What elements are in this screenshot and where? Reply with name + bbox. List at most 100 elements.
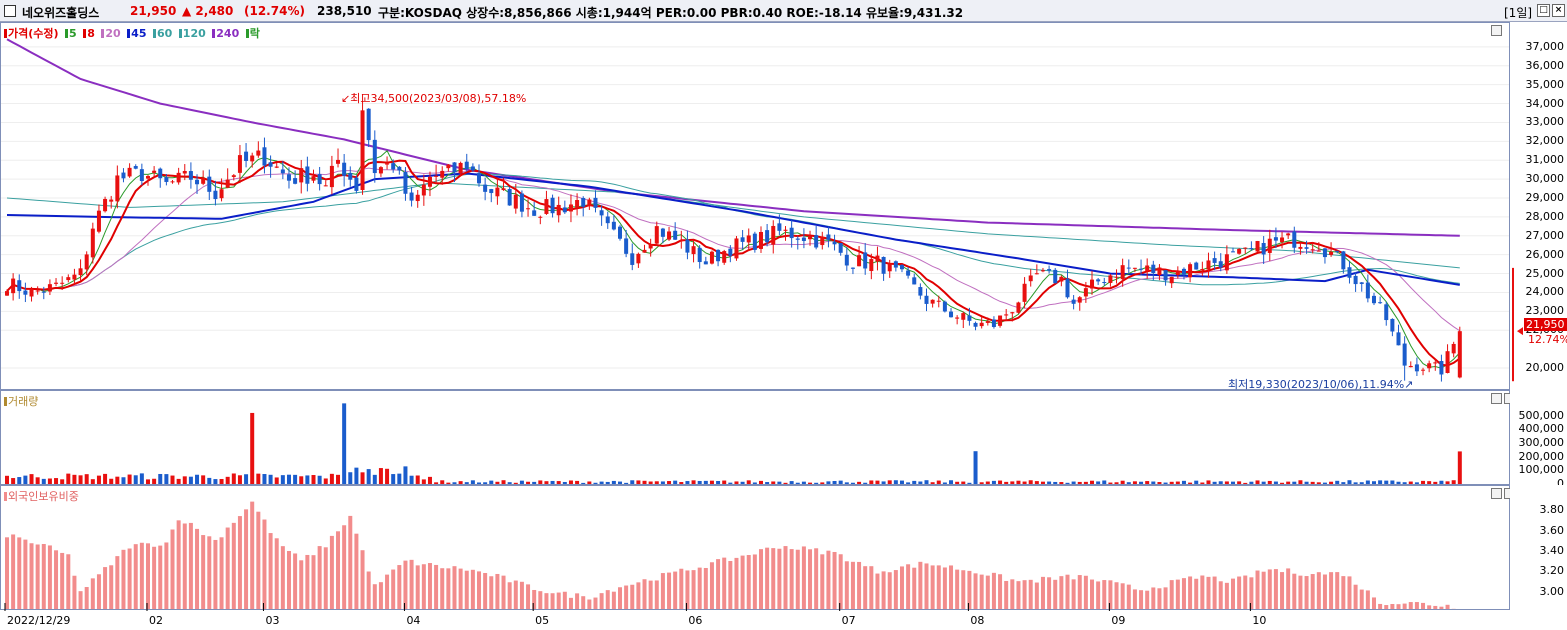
close-icon[interactable]: × [1552,4,1565,17]
volume-bar [526,481,531,484]
foreign-bar [924,563,929,609]
candle-body [673,230,678,240]
candle-body [201,178,206,184]
legend-ma8: 8 [87,27,95,40]
foreign-bar [274,538,279,609]
foreign-bar [201,535,206,609]
candle-body [1010,312,1015,314]
candle-body [207,176,212,192]
candle-body [1077,297,1082,303]
candle-body [912,277,917,285]
candle-body [274,166,279,168]
volume-bar [446,482,451,484]
foreign-tick-label: 3.00 [1539,584,1565,598]
volume-bar [1310,481,1315,484]
checkbox-icon[interactable] [4,5,16,17]
candle-body [188,171,193,180]
foreign-bar [354,533,359,609]
candle-body [262,147,267,166]
candle-body [1267,238,1272,253]
legend-ex-rights: 락 [249,27,260,40]
volume-bar [5,475,9,484]
candle-body [305,166,310,184]
volume-bar [170,475,175,484]
period-indicator[interactable]: [1일] [1504,6,1533,20]
foreign-bar [899,566,904,609]
volume-bar [1102,480,1107,484]
volume-bar [1151,481,1156,484]
foreign-bar [955,569,960,609]
volume-bar [985,481,990,484]
candle-body [1329,251,1334,255]
panel-minimize-icon[interactable] [1491,25,1502,36]
foreign-bar [826,550,831,609]
foreign-bar [777,548,782,609]
volume-bar [1169,481,1174,484]
volume-bar [532,481,537,484]
foreign-bar [54,550,59,609]
volume-bar [1243,482,1248,484]
candle-body [427,176,432,187]
foreign-bar [403,560,408,609]
volume-bar [489,480,494,484]
candle-body [231,175,236,177]
foreign-bar [526,584,531,609]
price-tick-label: 31,000 [1525,153,1565,167]
candle-body [918,287,923,296]
foreign-bar [783,546,788,609]
candle-body [397,166,402,171]
foreign-bar [41,543,46,609]
candle-body [329,165,334,188]
volume-bar [1059,482,1064,484]
volume-bar [581,482,586,484]
volume-bar [360,472,365,484]
foreign-bar [1040,576,1045,609]
foreign-bar [145,543,150,609]
volume-bar [918,481,923,484]
foreign-bar [550,593,555,609]
volume-bar [618,481,622,484]
foreign-bar [256,511,261,609]
candle-body [1022,283,1027,302]
volume-bar [875,480,880,484]
foreign-bar [808,549,813,609]
foreign-bar [1390,604,1395,609]
volume-bar [1402,482,1407,484]
foreign-legend: 외국인보유비중 [4,488,82,504]
volume-bar [949,480,954,484]
panel-minimize-icon[interactable] [1491,393,1502,404]
panel-minimize-icon[interactable] [1491,488,1502,499]
foreign-bar [1053,579,1058,609]
candle-body [667,231,672,240]
candle-body [1169,276,1174,284]
foreign-bar [1139,590,1144,609]
foreign-bar [5,537,9,609]
candle-body [1384,304,1389,321]
maximize-icon[interactable]: □ [1537,4,1550,17]
volume-bar [78,475,83,484]
volume-bar [35,477,40,484]
foreign-bar [182,523,187,609]
volume-bar [54,478,59,484]
volume-bar [415,475,420,484]
candle-body [458,162,463,174]
volume-bar [667,481,672,484]
volume-bar [1445,481,1450,484]
volume-bar [378,468,383,484]
candle-body [244,151,249,161]
candle-body [893,261,898,268]
foreign-bar [746,555,751,609]
foreign-bar [667,572,672,609]
volume-bar [182,476,187,484]
foreign-bar [427,563,432,609]
candle-body [1457,331,1462,378]
volume-bar [317,475,322,484]
candle-body [176,172,181,183]
foreign-bar [1378,603,1383,609]
candle-body [1108,275,1113,283]
candle-body [716,249,721,262]
candle-body [685,239,690,253]
volume-bar [1427,481,1432,484]
candle-body [1157,267,1162,276]
